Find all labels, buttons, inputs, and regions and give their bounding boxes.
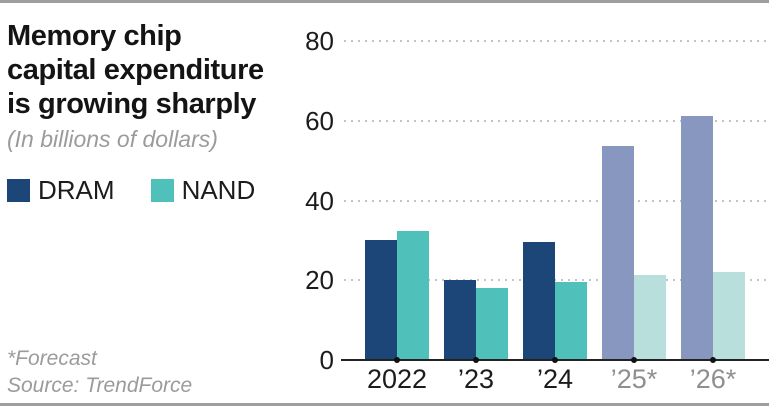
bar-dram-2022	[365, 240, 397, 360]
x-tick-label-24: ’24	[536, 364, 574, 394]
x-tick-label-23: ’23	[457, 364, 495, 394]
y-tick-label-20: 20	[305, 265, 334, 296]
gridline-60	[344, 119, 767, 122]
nand-color-swatch	[150, 179, 174, 202]
bar-dram-25	[602, 146, 634, 360]
footnote: *Forecast Source: TrendForce	[7, 345, 192, 399]
x-tick-label-25: ’25*	[610, 364, 658, 394]
gridline-40	[344, 199, 767, 202]
gridline-80	[344, 40, 767, 42]
axis-tick-dot-26	[710, 357, 716, 363]
y-tick-label-80: 80	[305, 26, 334, 56]
bar-chart: 0 20 40 60 80 2022 ’23 ’24 ’25* ’26*	[0, 3, 769, 403]
title-line-1: Memory chip	[7, 20, 182, 52]
source-note: Source: TrendForce	[7, 374, 193, 397]
bar-dram-24	[523, 241, 555, 360]
bar-nand-2022	[397, 231, 429, 360]
legend: DRAM NAND	[7, 175, 312, 206]
bar-dram-26	[681, 115, 713, 360]
y-tick-label-40: 40	[305, 185, 334, 216]
bar-dram-23	[444, 280, 476, 360]
y-tick-label-60: 60	[305, 105, 334, 136]
legend-item-nand: NAND	[150, 175, 256, 206]
axis-tick-dot-25	[631, 357, 637, 363]
gridline-20	[344, 279, 767, 282]
x-tick-label-2022: 2022	[366, 364, 428, 394]
chart-title: Memory chip capital expenditure is growi…	[7, 19, 312, 121]
bar-nand-25	[634, 275, 666, 360]
title-line-2: capital expenditure	[7, 54, 264, 86]
bar-nand-26	[713, 271, 745, 360]
header-block: Memory chip capital expenditure is growi…	[7, 19, 312, 206]
dram-color-swatch	[7, 179, 30, 202]
chart-subtitle: (In billions of dollars)	[7, 126, 218, 152]
forecast-note: *Forecast	[7, 347, 97, 370]
x-tick-label-26: ’26*	[689, 364, 737, 394]
bar-nand-23	[476, 288, 508, 360]
y-tick-label-0: 0	[319, 345, 334, 375]
legend-label-nand: NAND	[181, 175, 256, 205]
bar-nand-24	[555, 282, 587, 360]
axis-tick-dot-2022	[394, 357, 400, 363]
legend-label-dram: DRAM	[38, 175, 115, 205]
axis-tick-dot-23	[473, 357, 479, 363]
legend-item-dram: DRAM	[7, 175, 115, 206]
axis-tick-dot-24	[552, 357, 558, 363]
title-line-3: is growing sharply	[7, 88, 257, 120]
